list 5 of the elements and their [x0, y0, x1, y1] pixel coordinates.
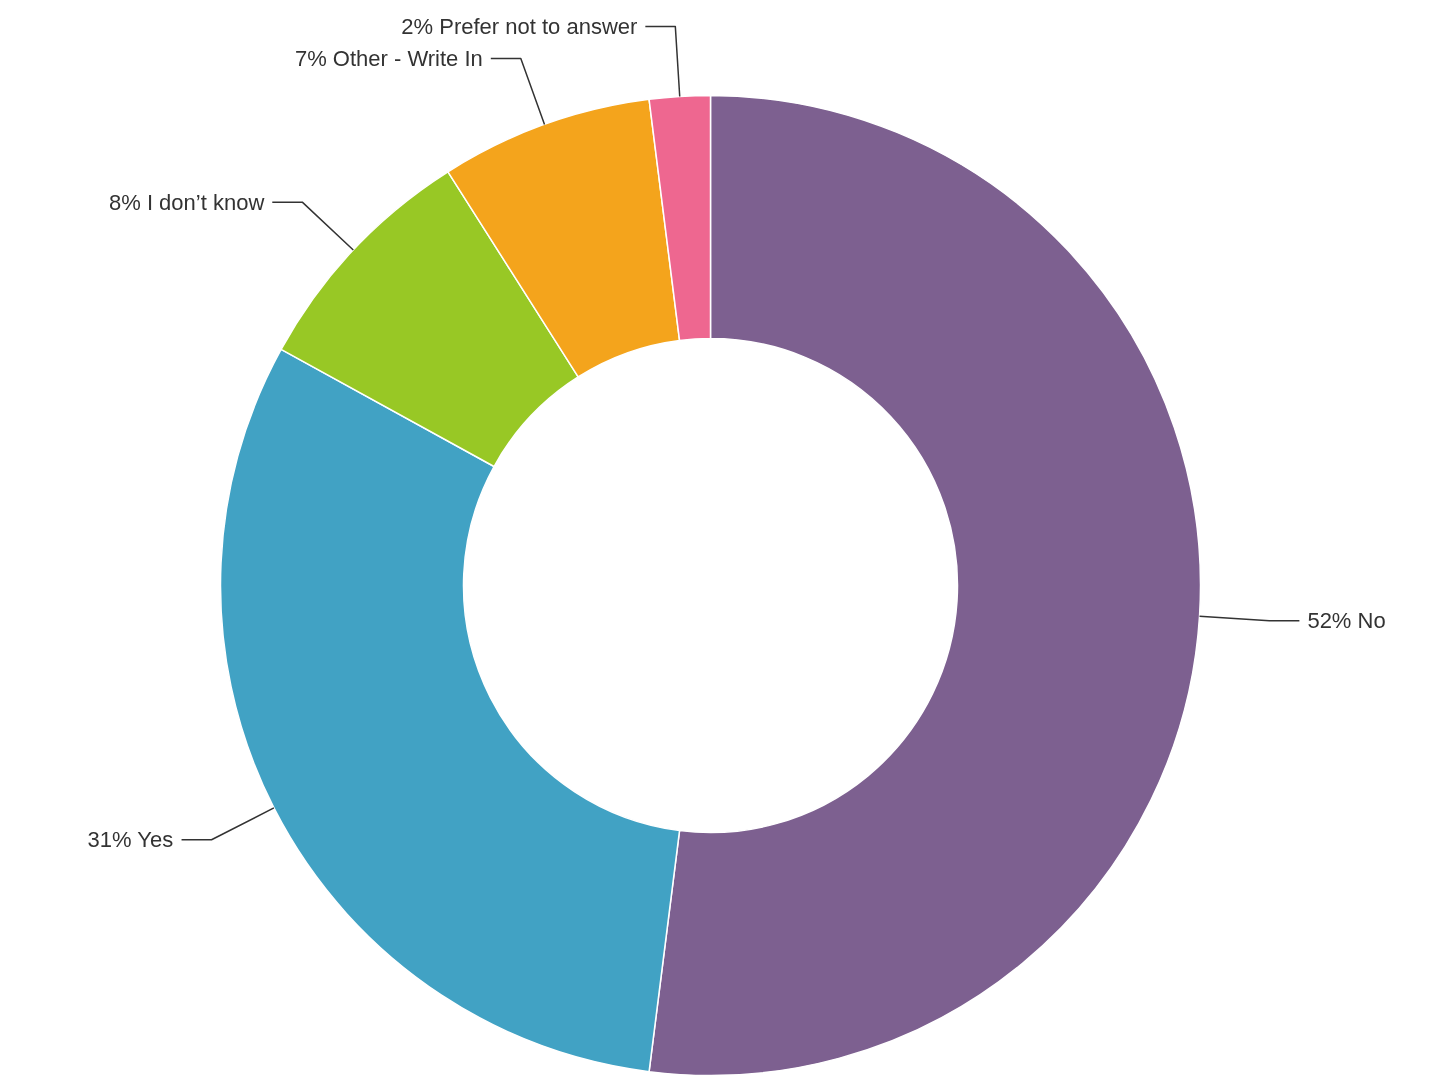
slice-label: 8% I don’t know [108, 189, 265, 215]
slice-label: 31% Yes [87, 827, 174, 853]
slice-label: 7% Other - Write In [294, 46, 483, 72]
slice-label: 52% No [1307, 608, 1386, 634]
slice-label: 2% Prefer not to answer [401, 14, 638, 40]
